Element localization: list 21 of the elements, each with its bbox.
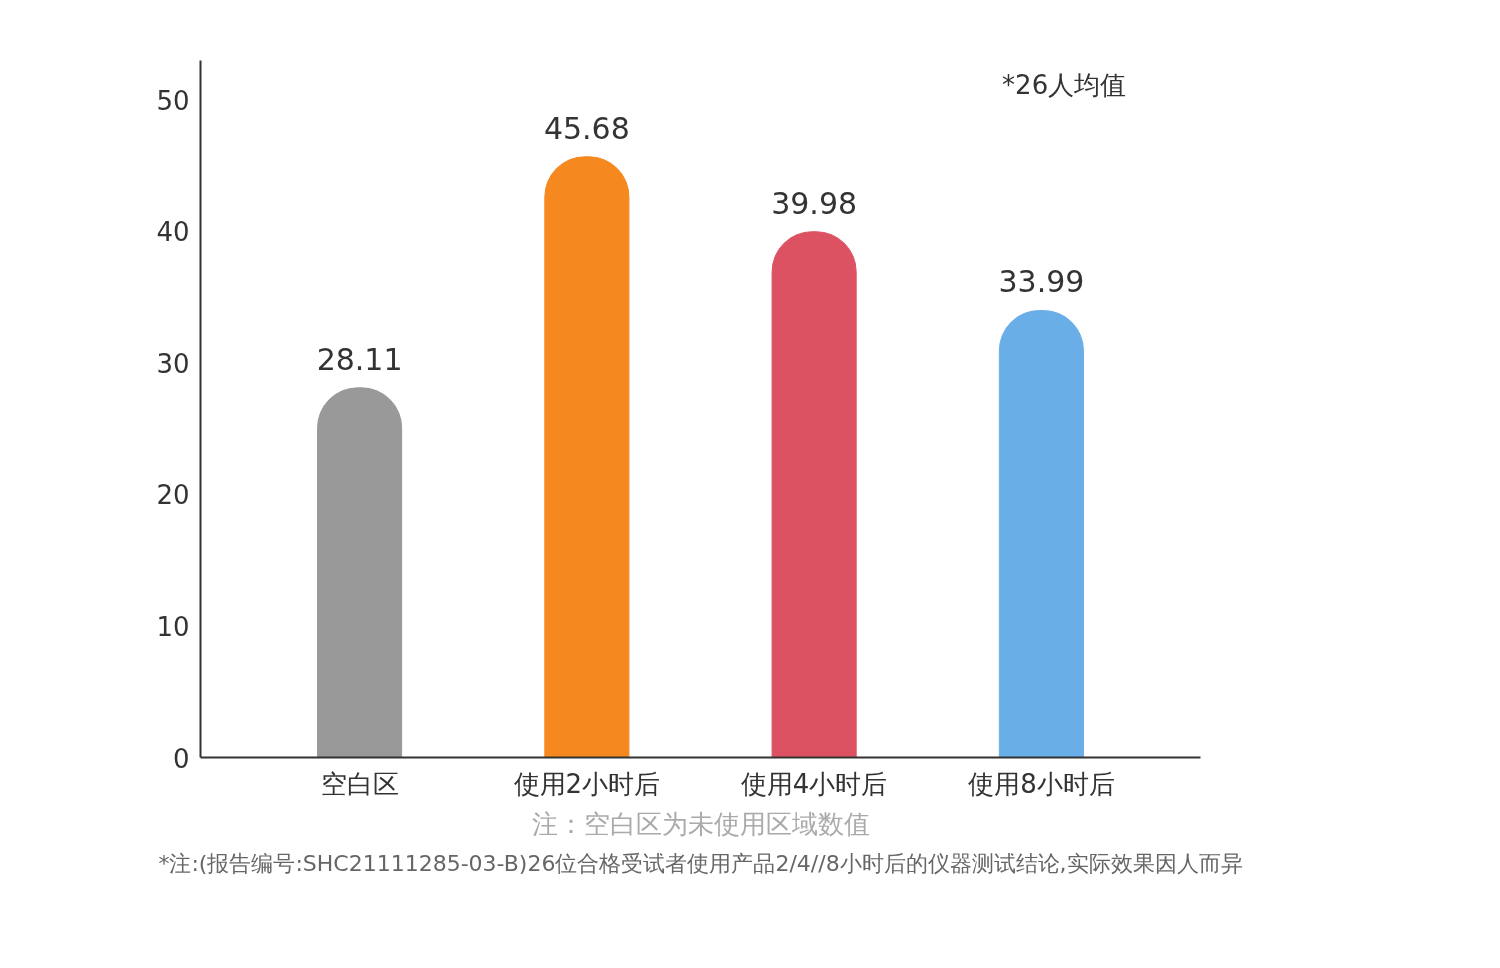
bar [317,387,403,758]
x-tick-label: 使用2小时后 [513,768,661,799]
bar [771,231,857,758]
y-tick-label: 10 [156,611,190,642]
y-tick-label: 30 [156,348,190,379]
data-label: 33.99 [998,264,1085,300]
data-label: 45.68 [543,110,630,146]
bar [998,310,1084,758]
text: 注：空白区为未使用区域数值 [531,808,870,839]
y-tick-label: 50 [156,85,190,116]
data-label: 28.11 [316,341,403,377]
x-tick-label: 使用4小时后 [740,768,888,799]
x-tick-label: 空白区 [320,768,399,799]
bar [544,156,630,758]
text: *注:(报告编号:SHC21111285-03-B)26位合格受试者使用产品2/4//8小时后的仪器测试结论,实际效果因人而异 [158,850,1243,876]
y-tick-label: 40 [156,217,190,248]
x-tick-label: 使用8小时后 [968,768,1115,799]
y-tick-label: 0 [172,743,190,774]
y-tick-label: 20 [156,480,190,511]
data-label: 39.98 [771,185,858,221]
annotation: *26人均值 [1002,69,1127,100]
